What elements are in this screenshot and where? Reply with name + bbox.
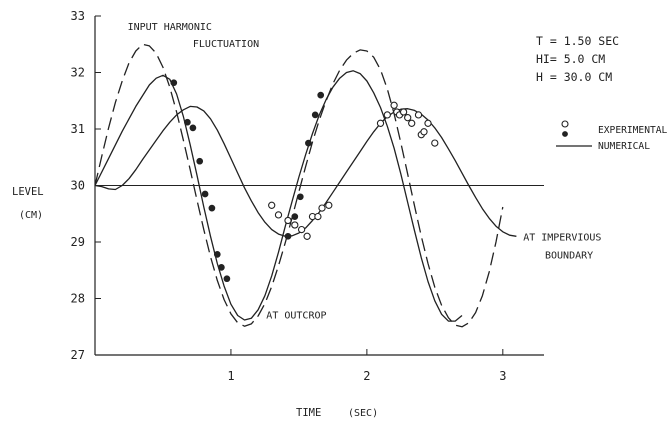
y-axis-unit: (CM) xyxy=(19,210,43,221)
open-data-point xyxy=(268,201,276,209)
filled-data-point xyxy=(291,213,299,220)
parameter-box: T = 1.50 SEC HI= 5.0 CM H = 30.0 CM xyxy=(536,34,619,84)
y-tick-label: 33 xyxy=(71,9,85,23)
numerical-curve-2 xyxy=(94,105,517,237)
input-fluctuation-curve xyxy=(94,43,504,328)
legend-numerical-label: NUMERICAL xyxy=(598,141,650,152)
y-axis-label: LEVEL xyxy=(12,186,44,198)
open-data-point xyxy=(431,139,439,147)
parameter-depth: H = 30.0 CM xyxy=(536,70,612,84)
filled-data-point xyxy=(170,79,178,87)
annotation-label: INPUT HARMONIC xyxy=(128,22,212,33)
filled-data-point xyxy=(305,139,312,147)
open-data-point xyxy=(297,225,306,234)
y-tick-label: 28 xyxy=(71,292,85,306)
open-data-point xyxy=(303,232,311,240)
x-axis-unit: (SEC) xyxy=(348,408,378,419)
open-data-point xyxy=(404,114,412,122)
x-tick-label: 1 xyxy=(227,369,234,383)
y-tick-label: 29 xyxy=(71,235,85,249)
filled-data-point xyxy=(284,232,292,240)
filled-data-point xyxy=(311,111,319,119)
filled-data-point xyxy=(196,157,204,165)
open-data-point xyxy=(325,201,333,209)
open-data-point xyxy=(376,119,385,127)
filled-data-point xyxy=(184,118,191,126)
filled-data-point xyxy=(201,190,209,198)
open-data-point xyxy=(383,111,391,119)
filled-data-point xyxy=(189,124,197,132)
open-data-point xyxy=(420,128,428,136)
open-data-point xyxy=(408,119,416,127)
annotation-label: AT IMPERVIOUS xyxy=(523,232,601,243)
filled-data-point xyxy=(218,264,225,271)
open-data-point xyxy=(284,216,292,225)
open-data-point xyxy=(318,204,326,212)
x-axis-label: TIME xyxy=(296,407,321,419)
open-data-point xyxy=(291,221,299,229)
y-tick-label: 30 xyxy=(71,179,85,193)
filled-data-point xyxy=(208,204,216,212)
parameter-input-amplitude: HI= 5.0 CM xyxy=(536,52,605,66)
x-tick-label: 2 xyxy=(363,369,370,383)
open-data-point xyxy=(399,108,408,116)
y-tick-label: 31 xyxy=(71,122,85,136)
open-data-point xyxy=(414,111,423,119)
legend: EXPERIMENTAL NUMERICAL xyxy=(556,120,668,152)
y-tick-label: 27 xyxy=(71,348,85,362)
filled-data-point xyxy=(296,193,304,201)
numerical-curve-1 xyxy=(94,70,463,322)
open-data-point xyxy=(314,212,322,221)
parameter-period: T = 1.50 SEC xyxy=(536,34,619,48)
filled-data-point xyxy=(317,91,325,99)
x-tick-label: 3 xyxy=(499,369,506,383)
legend-open-marker xyxy=(561,120,569,128)
annotation-label: AT OUTCROP xyxy=(266,310,326,321)
annotation-label: FLUCTUATION xyxy=(193,39,259,50)
open-data-point xyxy=(424,119,432,127)
annotation-label: BOUNDARY xyxy=(545,250,593,261)
open-data-point xyxy=(390,101,398,109)
y-tick-label: 32 xyxy=(71,66,85,80)
filled-data-point xyxy=(213,251,221,258)
open-data-point xyxy=(274,211,283,219)
legend-experimental-label: EXPERIMENTAL xyxy=(598,125,668,136)
legend-filled-marker xyxy=(562,131,568,137)
filled-data-point xyxy=(223,275,231,283)
